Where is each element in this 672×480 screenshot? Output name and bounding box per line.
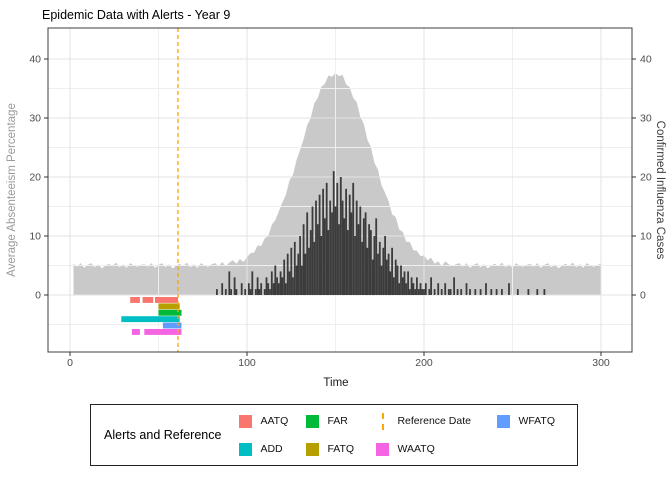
svg-text:100: 100 — [238, 357, 256, 369]
svg-text:10: 10 — [640, 231, 652, 243]
x-axis-tick-labels: 0 100 200 300 — [67, 357, 610, 369]
legend-label: FAR — [327, 415, 348, 427]
svg-text:40: 40 — [29, 54, 41, 66]
alert-band-fatq — [158, 303, 180, 310]
legend-entry-waatq: WAATQ — [376, 439, 497, 459]
legend: Alerts and Reference AATQ FAR Reference Da… — [90, 404, 578, 466]
alert-band-add — [121, 316, 180, 323]
legend-key-swatch-waatq — [376, 442, 390, 456]
panel-gridlines — [48, 28, 632, 352]
legend-label: AATQ — [260, 415, 289, 427]
y-axis-left-title: Average Absenteeism Percentage — [6, 103, 18, 277]
svg-text:10: 10 — [29, 231, 41, 243]
y-axis-right-title: Confirmed Influenza Cases — [654, 121, 666, 260]
x-axis-title: Time — [323, 377, 348, 389]
svg-text:20: 20 — [640, 172, 652, 184]
legend-key-swatch-wfatq — [497, 414, 511, 428]
legend-entries: AATQ FAR Reference Date WFATQ ADD FATQ WAATQ — [239, 411, 575, 459]
svg-text:0: 0 — [640, 290, 646, 302]
legend-key-swatch-far — [306, 414, 320, 428]
legend-entry-reference-date: Reference Date — [376, 411, 497, 431]
svg-text:30: 30 — [640, 113, 652, 125]
legend-entry-fatq: FATQ — [306, 439, 376, 459]
y-axis-left-tick-labels: 0 10 20 30 40 — [29, 54, 41, 302]
alert-bands — [121, 297, 182, 335]
legend-label: FATQ — [327, 443, 355, 455]
plot-title: Epidemic Data with Alerts - Year 9 — [42, 8, 230, 22]
svg-text:0: 0 — [67, 357, 73, 369]
alert-band-wfatq — [162, 322, 182, 329]
legend-entry-add: ADD — [239, 439, 306, 459]
alert-band-aatq — [130, 297, 178, 303]
legend-title: Alerts and Reference — [104, 428, 222, 442]
svg-text:0: 0 — [35, 290, 41, 302]
alert-band-far — [158, 309, 182, 316]
legend-key-dashed-line-reference-date — [381, 412, 384, 430]
plot-canvas: Epidemic Data with Alerts - Year 9 0 100 2… — [6, 8, 666, 389]
svg-text:40: 40 — [640, 54, 652, 66]
svg-text:300: 300 — [592, 357, 610, 369]
alert-band-waatq — [131, 329, 182, 335]
legend-label: ADD — [260, 443, 283, 455]
legend-entry-far: FAR — [306, 411, 376, 431]
legend-key-swatch-fatq — [306, 442, 320, 456]
legend-entry-aatq: AATQ — [239, 411, 306, 431]
influenza-bars — [216, 171, 546, 295]
panel-border-and-ticks — [44, 27, 636, 356]
legend-label: Reference Date — [397, 415, 471, 427]
legend-label: WAATQ — [397, 443, 435, 455]
legend-key-swatch-add — [239, 442, 253, 456]
legend-entry-wfatq: WFATQ — [497, 411, 575, 431]
y-axis-right-tick-labels: 0 10 20 30 40 — [640, 54, 652, 302]
svg-text:20: 20 — [29, 172, 41, 184]
legend-key-swatch-aatq — [239, 414, 253, 428]
svg-text:200: 200 — [415, 357, 433, 369]
svg-text:30: 30 — [29, 113, 41, 125]
legend-label: WFATQ — [518, 415, 555, 427]
